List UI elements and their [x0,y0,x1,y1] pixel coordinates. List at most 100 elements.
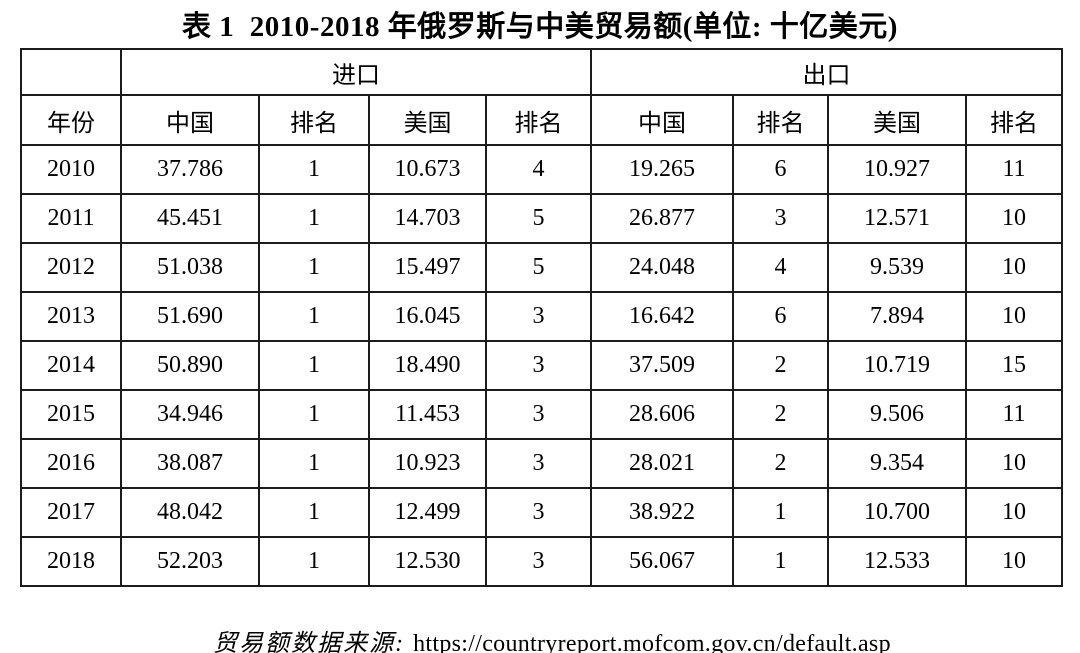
import-china-cell: 45.451 [120,193,260,244]
import-usa-rank-cell: 3 [485,438,592,489]
export-china-rank-cell: 2 [732,438,829,489]
source-note: 贸易额数据来源: https://countryreport.mofcom.go… [0,596,1080,653]
table-row: 2011 45.451 1 14.703 5 26.877 3 12.571 10 [20,193,1063,244]
column-header-import-china-rank: 排名 [258,94,370,146]
table-row: 2015 34.946 1 11.453 3 28.606 2 9.506 11 [20,389,1063,440]
import-usa-rank-cell: 3 [485,340,592,391]
import-usa-rank-cell: 4 [485,144,592,195]
import-china-rank-cell: 1 [258,438,370,489]
import-china-rank-cell: 1 [258,193,370,244]
export-usa-rank-cell: 10 [965,536,1063,587]
export-usa-rank-cell: 10 [965,438,1063,489]
year-cell: 2012 [20,242,122,293]
year-cell: 2014 [20,340,122,391]
column-header-export-usa-rank: 排名 [965,94,1063,146]
export-usa-cell: 10.719 [827,340,967,391]
export-china-rank-cell: 1 [732,536,829,587]
import-china-cell: 37.786 [120,144,260,195]
year-cell: 2011 [20,193,122,244]
export-usa-cell: 10.700 [827,487,967,538]
import-usa-cell: 15.497 [368,242,487,293]
import-usa-rank-cell: 3 [485,291,592,342]
export-group-header: 出口 [590,48,1063,96]
table-row: 2016 38.087 1 10.923 3 28.021 2 9.354 10 [20,438,1063,489]
import-china-cell: 50.890 [120,340,260,391]
year-cell: 2010 [20,144,122,195]
export-china-rank-cell: 2 [732,340,829,391]
column-header-import-usa: 美国 [368,94,487,146]
table-row: 2014 50.890 1 18.490 3 37.509 2 10.719 15 [20,340,1063,391]
export-usa-cell: 7.894 [827,291,967,342]
column-header-row: 年份 中国 排名 美国 排名 中国 排名 美国 排名 [20,94,1063,146]
source-url: https://countryreport.mofcom.gov.cn/defa… [413,631,891,653]
import-usa-rank-cell: 3 [485,487,592,538]
import-china-cell: 34.946 [120,389,260,440]
trade-table: 进口 出口 年份 中国 排名 美国 排名 中国 排名 美国 排名 2010 37.… [20,48,1063,587]
import-usa-cell: 18.490 [368,340,487,391]
export-usa-rank-cell: 10 [965,487,1063,538]
column-header-export-china: 中国 [590,94,734,146]
export-china-cell: 28.606 [590,389,734,440]
import-china-cell: 51.690 [120,291,260,342]
export-usa-cell: 9.354 [827,438,967,489]
import-group-header: 进口 [120,48,592,96]
export-china-rank-cell: 2 [732,389,829,440]
corner-cell [20,48,122,96]
column-header-export-china-rank: 排名 [732,94,829,146]
import-usa-rank-cell: 3 [485,536,592,587]
column-header-import-china: 中国 [120,94,260,146]
export-china-rank-cell: 6 [732,144,829,195]
import-usa-cell: 16.045 [368,291,487,342]
export-china-cell: 37.509 [590,340,734,391]
import-china-rank-cell: 1 [258,340,370,391]
import-usa-cell: 12.499 [368,487,487,538]
import-usa-cell: 14.703 [368,193,487,244]
year-cell: 2016 [20,438,122,489]
import-china-cell: 48.042 [120,487,260,538]
export-usa-rank-cell: 10 [965,291,1063,342]
export-usa-cell: 12.533 [827,536,967,587]
table-row: 2018 52.203 1 12.530 3 56.067 1 12.533 10 [20,536,1063,587]
column-header-import-usa-rank: 排名 [485,94,592,146]
export-china-cell: 26.877 [590,193,734,244]
table-row: 2010 37.786 1 10.673 4 19.265 6 10.927 11 [20,144,1063,195]
import-usa-rank-cell: 5 [485,193,592,244]
export-china-cell: 19.265 [590,144,734,195]
column-header-year: 年份 [20,94,122,146]
table-row: 2012 51.038 1 15.497 5 24.048 4 9.539 10 [20,242,1063,293]
table-title: 表 1 2010-2018 年俄罗斯与中美贸易额(单位: 十亿美元) [182,11,898,43]
year-cell: 2017 [20,487,122,538]
export-china-cell: 56.067 [590,536,734,587]
export-china-cell: 24.048 [590,242,734,293]
import-china-rank-cell: 1 [258,536,370,587]
year-cell: 2018 [20,536,122,587]
import-usa-rank-cell: 5 [485,242,592,293]
group-header-row: 进口 出口 [20,48,1063,96]
export-china-rank-cell: 3 [732,193,829,244]
import-usa-cell: 10.673 [368,144,487,195]
export-china-cell: 16.642 [590,291,734,342]
table-body: 2010 37.786 1 10.673 4 19.265 6 10.927 11 2011 45.… [20,144,1063,587]
export-china-rank-cell: 4 [732,242,829,293]
year-cell: 2015 [20,389,122,440]
column-header-export-usa: 美国 [827,94,967,146]
import-china-rank-cell: 1 [258,291,370,342]
export-usa-cell: 9.539 [827,242,967,293]
export-usa-rank-cell: 10 [965,242,1063,293]
export-usa-rank-cell: 11 [965,144,1063,195]
table-row: 2013 51.690 1 16.045 3 16.642 6 7.894 10 [20,291,1063,342]
import-usa-cell: 11.453 [368,389,487,440]
export-usa-cell: 10.927 [827,144,967,195]
export-china-cell: 28.021 [590,438,734,489]
import-china-rank-cell: 1 [258,144,370,195]
export-usa-rank-cell: 15 [965,340,1063,391]
import-usa-cell: 12.530 [368,536,487,587]
export-usa-cell: 9.506 [827,389,967,440]
year-cell: 2013 [20,291,122,342]
import-usa-rank-cell: 3 [485,389,592,440]
import-china-rank-cell: 1 [258,487,370,538]
export-usa-rank-cell: 11 [965,389,1063,440]
export-china-rank-cell: 6 [732,291,829,342]
source-label: 贸易额数据来源: [213,631,414,653]
